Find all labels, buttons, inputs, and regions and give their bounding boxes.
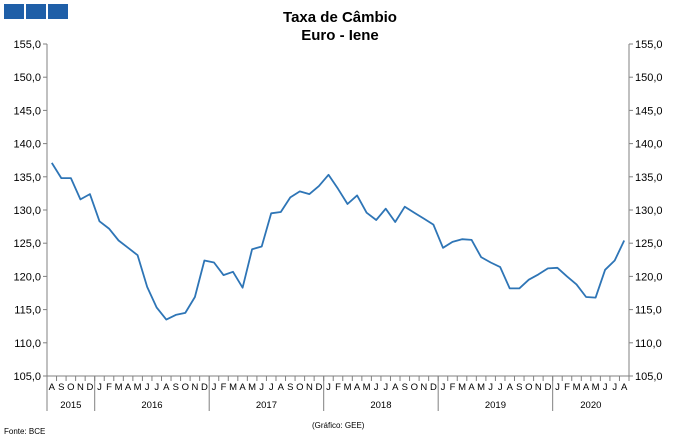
month-label: N [420,382,427,393]
month-label: A [354,382,361,393]
y-tick-label-left: 110,0 [14,338,41,350]
month-label: D [201,382,208,393]
y-tick-label-right: 130,0 [635,205,663,217]
y-tick-label-right: 120,0 [635,271,663,283]
month-label: J [326,382,331,393]
month-label: A [163,382,170,393]
y-tick-label-right: 125,0 [635,238,663,250]
month-label: M [477,382,485,393]
y-tick-label-right: 145,0 [635,105,663,117]
y-tick-label-left: 125,0 [13,238,41,250]
month-label: J [488,382,493,393]
month-label: J [269,382,274,393]
month-label: O [525,382,532,393]
month-label: J [603,382,608,393]
logo-block [48,4,68,19]
month-label: O [182,382,189,393]
y-tick-label-left: 145,0 [13,105,41,117]
month-label: J [555,382,560,393]
month-label: O [67,382,74,393]
month-label: J [97,382,102,393]
month-label: S [58,382,64,393]
year-label: 2019 [485,400,506,411]
month-label: M [573,382,581,393]
month-label: N [535,382,542,393]
month-label: D [430,382,437,393]
month-label: A [468,382,475,393]
y-tick-label-left: 150,0 [13,72,41,84]
year-label: 2015 [60,400,81,411]
month-label: N [77,382,84,393]
credit-note: (Gráfico: GEE) [312,421,365,430]
month-label: N [191,382,198,393]
month-label: F [106,382,112,393]
month-label: M [134,382,142,393]
month-label: S [516,382,522,393]
series-line [51,162,626,321]
y-tick-label-left: 115,0 [14,305,41,317]
month-label: D [86,382,93,393]
month-label: F [450,382,456,393]
month-label: A [392,382,399,393]
y-tick-label-right: 155,0 [635,39,663,51]
source-note: Fonte: BCE [4,427,46,436]
year-label: 2016 [141,400,162,411]
month-label: M [458,382,466,393]
month-label: J [212,382,217,393]
year-label: 2017 [256,400,277,411]
y-tick-label-right: 115,0 [635,305,662,317]
month-label: A [239,382,246,393]
month-label: A [278,382,285,393]
month-label: J [383,382,388,393]
y-tick-label-left: 155,0 [13,39,41,51]
chart-title: Taxa de Câmbio [283,9,397,26]
month-label: M [592,382,600,393]
month-label: A [125,382,132,393]
y-tick-label-left: 105,0 [13,371,41,383]
year-label: 2018 [370,400,391,411]
y-tick-label-right: 150,0 [635,72,663,84]
month-label: D [315,382,322,393]
month-label: A [583,382,590,393]
chart-subtitle: Euro - Iene [301,27,379,44]
month-label: S [173,382,179,393]
y-tick-label-left: 135,0 [13,172,41,184]
y-tick-label-right: 110,0 [635,338,662,350]
year-label: 2020 [580,400,601,411]
month-label: S [402,382,408,393]
y-tick-label-left: 120,0 [13,271,41,283]
month-label: J [441,382,446,393]
month-label: J [259,382,264,393]
month-label: D [544,382,551,393]
logo-block [4,4,24,19]
month-label: A [621,382,628,393]
month-label: F [564,382,570,393]
y-tick-label-right: 135,0 [635,172,663,184]
y-tick-label-left: 140,0 [13,139,41,151]
month-label: J [612,382,617,393]
month-label: J [145,382,150,393]
month-label: O [296,382,303,393]
month-label: J [374,382,379,393]
month-label: J [154,382,159,393]
month-label: S [287,382,293,393]
month-label: O [411,382,418,393]
month-label: M [363,382,371,393]
y-tick-label-right: 105,0 [635,371,663,383]
month-label: A [507,382,514,393]
month-label: M [115,382,123,393]
logo-block [26,4,46,19]
y-tick-label-right: 140,0 [635,139,663,151]
month-label: M [344,382,352,393]
month-label: M [248,382,256,393]
month-label: F [335,382,341,393]
y-tick-label-left: 130,0 [13,205,41,217]
month-label: N [306,382,313,393]
month-label: F [221,382,227,393]
month-label: J [498,382,503,393]
month-label: M [229,382,237,393]
month-label: A [49,382,56,393]
